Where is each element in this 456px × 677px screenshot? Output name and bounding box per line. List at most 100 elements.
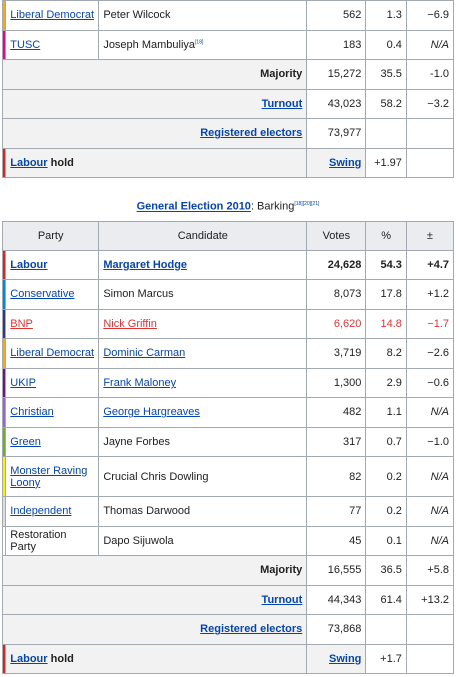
change-cell: +1.2 xyxy=(405,279,455,310)
party-link[interactable]: Liberal Democrat xyxy=(10,347,95,360)
candidate-cell: Peter Wilcock xyxy=(98,0,308,31)
swing-label-cell: Swing xyxy=(306,147,367,178)
party-link[interactable]: Labour xyxy=(10,258,48,271)
party-cell: Monster Raving Loony xyxy=(5,456,100,498)
party-link[interactable]: Liberal Democrat xyxy=(10,9,95,22)
registered-change xyxy=(405,118,455,149)
percent-cell: 17.8 xyxy=(365,279,407,310)
votes-cell: 1,300 xyxy=(306,367,367,399)
majority-change: -1.0 xyxy=(405,59,455,90)
votes-cell: 183 xyxy=(306,29,367,60)
majority-percent: 35.5 xyxy=(365,59,407,90)
party-link[interactable]: BNP xyxy=(10,317,33,330)
caption-constituency: : Barking xyxy=(250,200,295,213)
candidate-cell: Crucial Chris Dowling xyxy=(98,456,308,498)
candidate-cell: Thomas Darwood xyxy=(98,496,308,527)
turnout-row: Turnout 44,343 61.4 +13.2 xyxy=(1,584,455,616)
party-cell: Independent xyxy=(5,496,100,527)
majority-label: Majority xyxy=(1,555,308,586)
hold-party-link[interactable]: Labour xyxy=(10,652,48,665)
change-cell: N/A xyxy=(405,496,455,527)
change-cell: −0.6 xyxy=(405,367,455,399)
party-cell: Conservative xyxy=(5,279,100,310)
party-link[interactable]: Monster Raving Loony xyxy=(10,464,88,489)
candidate-link[interactable]: Frank Maloney xyxy=(103,376,177,389)
party-link[interactable]: TUSC xyxy=(10,38,41,51)
header-votes: Votes xyxy=(306,220,367,251)
percent-cell: 1.1 xyxy=(365,397,407,428)
candidate-cell: Jayne Forbes xyxy=(98,426,308,458)
percent-cell: 1.3 xyxy=(365,0,407,31)
party-link[interactable]: Conservative xyxy=(10,288,75,301)
percent-cell: 0.4 xyxy=(365,29,407,60)
change-cell: −6.9 xyxy=(405,0,455,31)
header-change: ± xyxy=(405,220,455,251)
table-row: BNP Nick Griffin 6,620 14.8 −1.7 xyxy=(1,308,455,340)
reference-link[interactable]: [18] xyxy=(195,39,204,46)
candidate-cell: Dominic Carman xyxy=(98,338,308,369)
party-link[interactable]: UKIP xyxy=(10,376,36,389)
table-row: Monster Raving Loony Crucial Chris Dowli… xyxy=(1,456,455,498)
registered-percent xyxy=(365,614,407,645)
candidate-link[interactable]: Margaret Hodge xyxy=(103,258,188,271)
swing-link[interactable]: Swing xyxy=(329,652,362,665)
candidate-link[interactable]: George Hargreaves xyxy=(103,406,200,419)
caption-references[interactable]: [18][20][21] xyxy=(294,201,320,207)
majority-row: Majority 15,272 35.5 -1.0 xyxy=(1,59,455,90)
party-color-swatch xyxy=(1,147,7,178)
turnout-link[interactable]: Turnout xyxy=(261,593,303,606)
majority-row: Majority 16,555 36.5 +5.8 xyxy=(1,555,455,586)
votes-cell: 24,628 xyxy=(306,249,367,281)
turnout-percent: 58.2 xyxy=(365,88,407,119)
party-link[interactable]: Green xyxy=(10,435,41,448)
registered-electors-row: Registered electors 73,977 xyxy=(1,118,455,149)
swing-link[interactable]: Swing xyxy=(329,156,362,169)
party-cell: Restoration Party xyxy=(5,525,100,557)
hold-row: Labour hold Swing +1.97 xyxy=(1,147,455,178)
previous-election-table: Liberal Democrat Peter Wilcock 562 1.3 −… xyxy=(1,0,455,178)
candidate-link[interactable]: Nick Griffin xyxy=(103,317,157,330)
percent-cell: 8.2 xyxy=(365,338,407,369)
hold-party-link[interactable]: Labour xyxy=(10,156,48,169)
party-cell: BNP xyxy=(5,308,100,340)
party-color-swatch xyxy=(1,456,7,498)
party-link[interactable]: Independent xyxy=(10,505,72,518)
swing-value: +1.7 xyxy=(365,643,407,675)
change-cell: N/A xyxy=(405,456,455,498)
caption-row: General Election 2010: Barking[18][20][2… xyxy=(3,190,454,221)
percent-cell: 2.9 xyxy=(365,367,407,399)
table-row: Green Jayne Forbes 317 0.7 −1.0 xyxy=(1,426,455,458)
registered-votes: 73,977 xyxy=(306,118,367,149)
candidate-cell: Margaret Hodge xyxy=(98,249,308,281)
hold-cell: Labour hold xyxy=(5,643,308,675)
majority-label: Majority xyxy=(1,59,308,90)
candidate-cell: Joseph Mambuliya[18] xyxy=(98,29,308,60)
change-cell: −1.0 xyxy=(405,426,455,458)
party-cell: Christian xyxy=(5,397,100,428)
votes-cell: 8,073 xyxy=(306,279,367,310)
swing-value: +1.97 xyxy=(365,147,407,178)
registered-percent xyxy=(365,118,407,149)
candidate-link[interactable]: Dominic Carman xyxy=(103,347,186,360)
table-row: Christian George Hargreaves 482 1.1 N/A xyxy=(1,397,455,428)
party-cell: TUSC xyxy=(5,29,100,60)
table-row: Conservative Simon Marcus 8,073 17.8 +1.… xyxy=(1,279,455,310)
party-link[interactable]: Christian xyxy=(10,406,54,419)
votes-cell: 562 xyxy=(306,0,367,31)
candidate-name: Joseph Mambuliya xyxy=(103,38,196,51)
party-cell: Labour xyxy=(5,249,100,281)
registered-electors-link[interactable]: Registered electors xyxy=(200,623,303,636)
registered-electors-link[interactable]: Registered electors xyxy=(200,127,303,140)
turnout-link[interactable]: Turnout xyxy=(261,97,303,110)
election-link[interactable]: General Election 2010 xyxy=(136,200,251,213)
swing-blank xyxy=(405,147,455,178)
table-row: Independent Thomas Darwood 77 0.2 N/A xyxy=(1,496,455,527)
hold-word: hold xyxy=(50,156,74,169)
change-cell: N/A xyxy=(405,525,455,557)
votes-cell: 3,719 xyxy=(306,338,367,369)
change-cell: N/A xyxy=(405,29,455,60)
turnout-label-cell: Turnout xyxy=(1,584,308,616)
party-cell: Liberal Democrat xyxy=(5,0,100,31)
hold-cell: Labour hold xyxy=(5,147,308,178)
candidate-cell: Frank Maloney xyxy=(98,367,308,399)
